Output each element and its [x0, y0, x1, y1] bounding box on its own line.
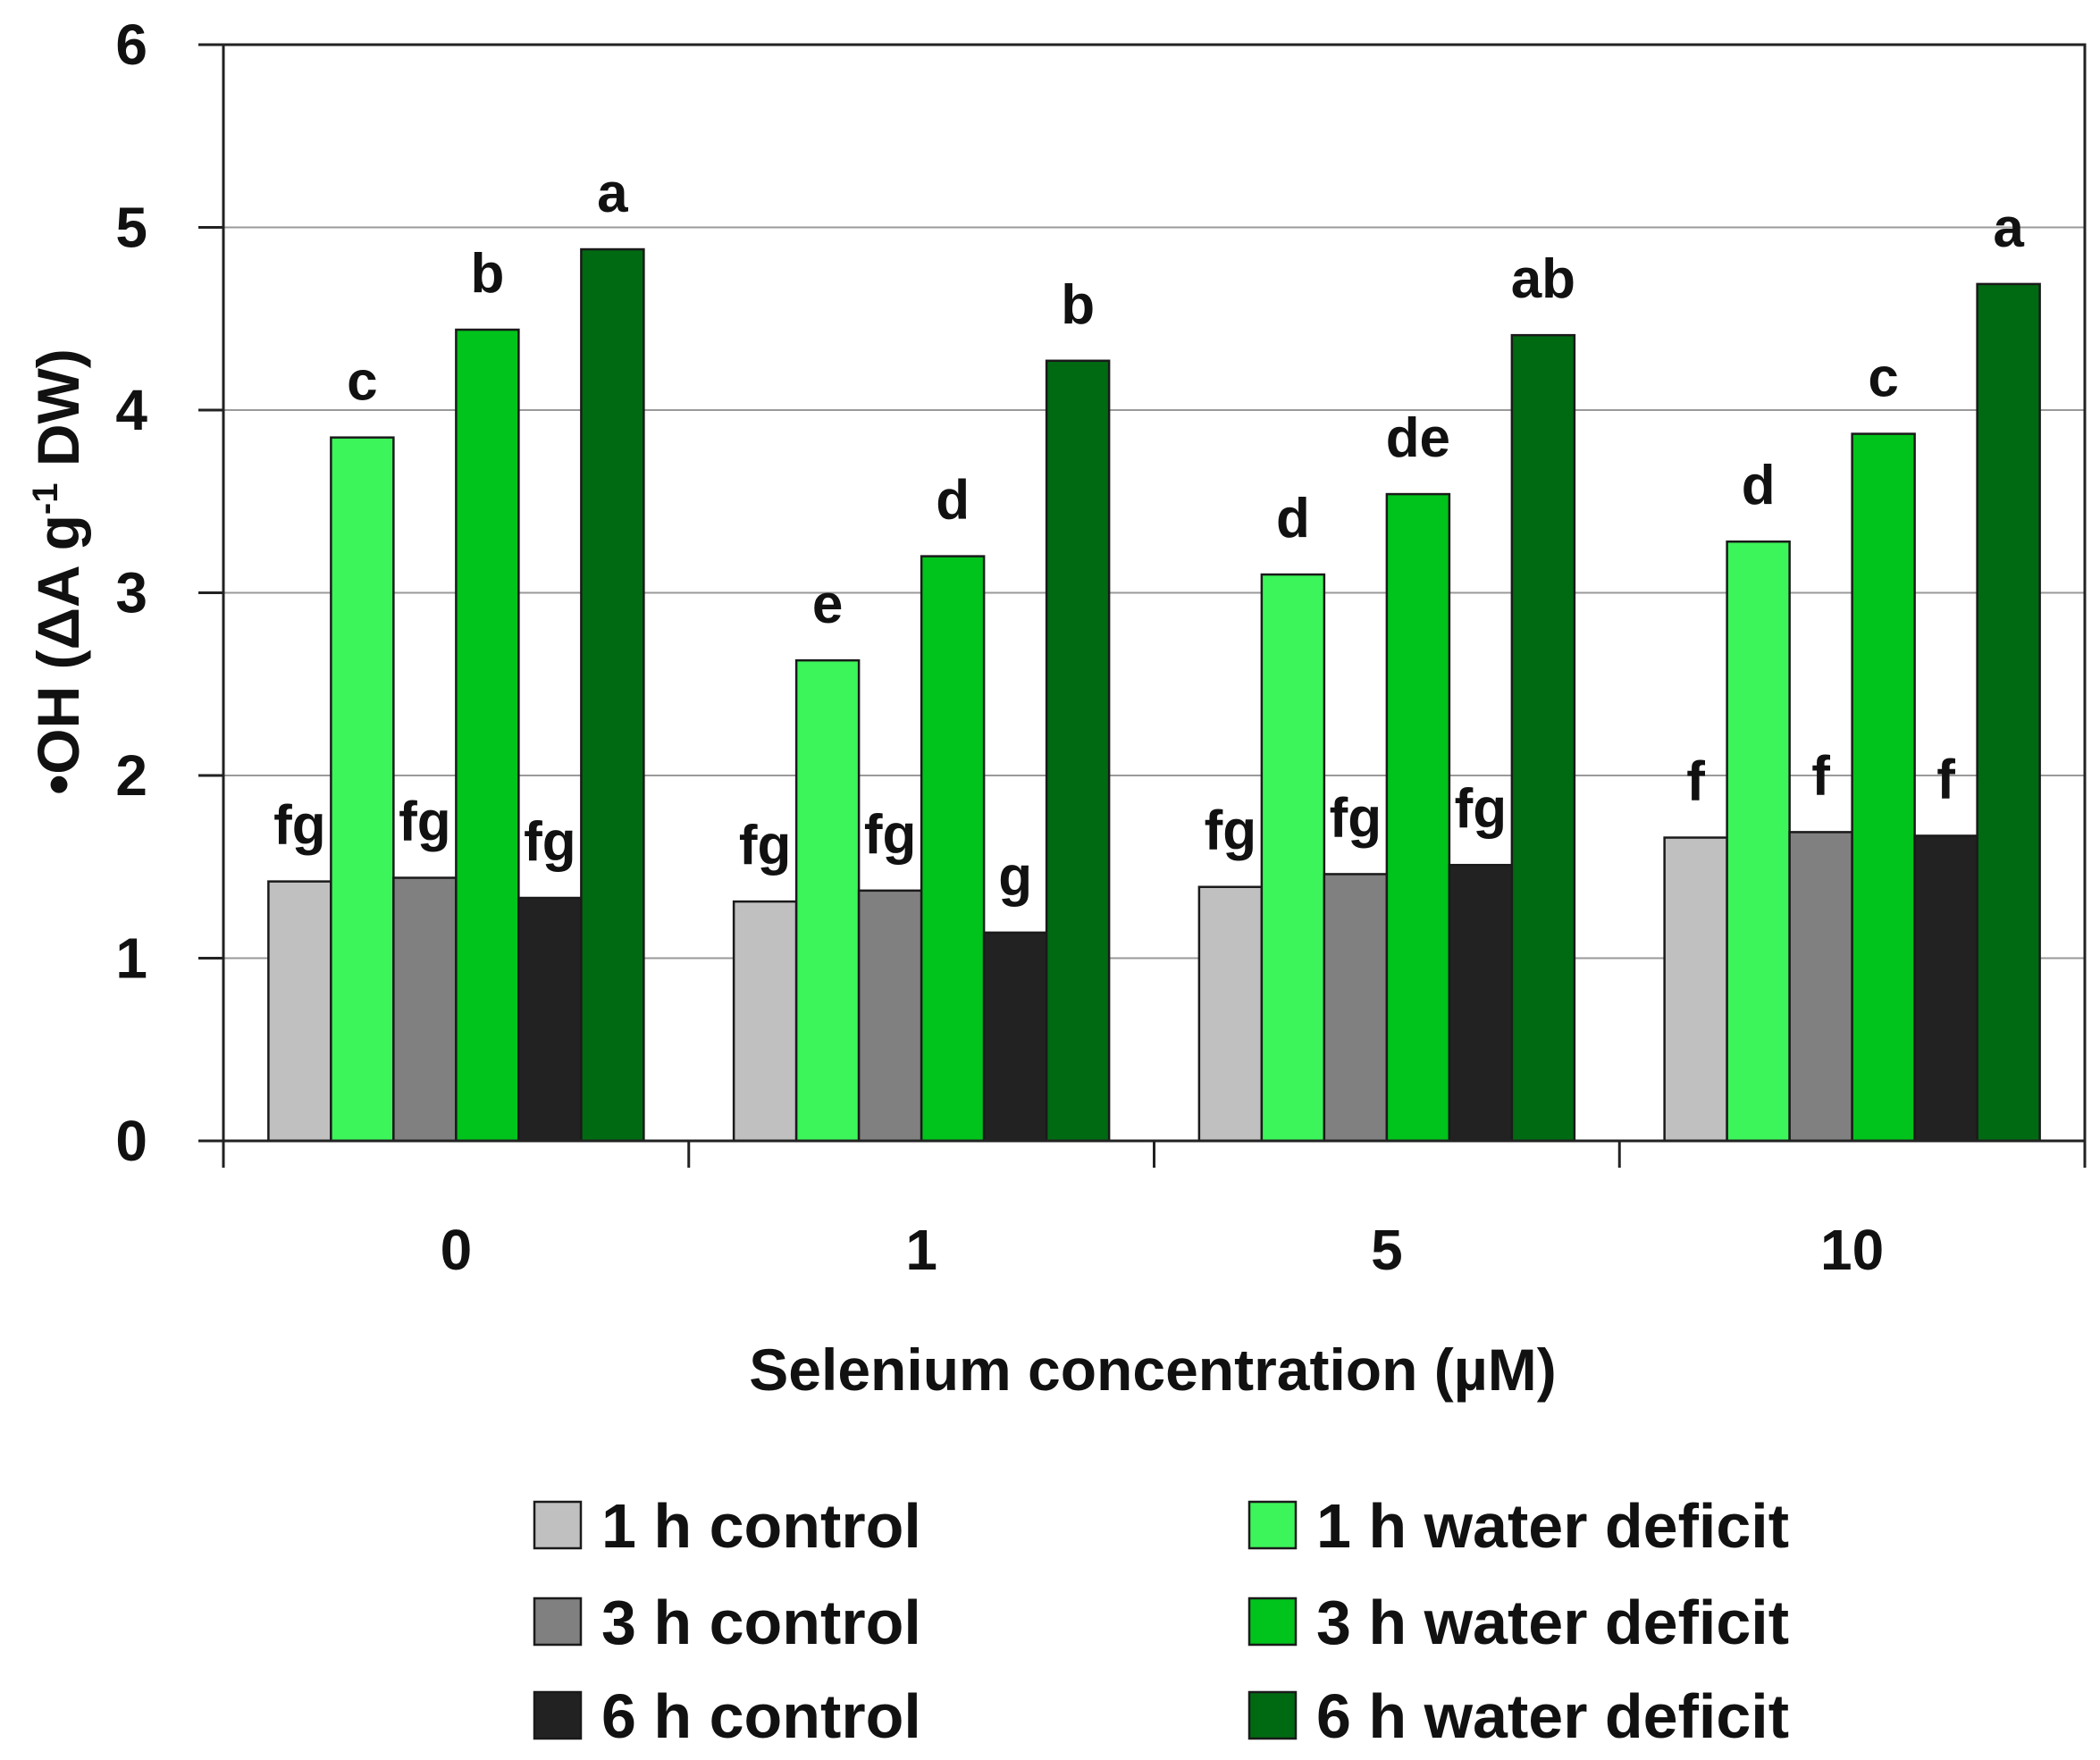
significance-label: a: [597, 163, 628, 224]
legend-swatch: [533, 1690, 583, 1740]
significance-label: fg: [273, 795, 326, 857]
bar: [580, 247, 645, 1143]
legend-label: 6 h water deficit: [1316, 1681, 1789, 1751]
bar: [392, 876, 458, 1143]
x-tick-label: 10: [1820, 1218, 1884, 1282]
bar: [1976, 282, 2041, 1143]
y-tick-labels: 0 1 2 3 4 5 6: [115, 13, 147, 1173]
legend-item: 1 h control: [533, 1491, 921, 1561]
y-tick-label: 0: [115, 1109, 147, 1173]
bar: [1788, 831, 1853, 1143]
y-tick-label: 5: [115, 196, 147, 260]
significance-label: e: [812, 574, 843, 635]
bar: [1851, 432, 1916, 1143]
x-axis-title: Selenium concentration (µM): [749, 1337, 1556, 1403]
significance-label: c: [1868, 348, 1898, 409]
bar: [1385, 492, 1451, 1143]
significance-label: c: [347, 351, 377, 413]
significance-label: a: [1993, 197, 2024, 259]
bar: [517, 896, 583, 1143]
y-axis-title-superscript: -1: [26, 482, 65, 515]
significance-label: fg: [1205, 800, 1257, 862]
axes: [198, 43, 2087, 1168]
legend-label: 3 h water deficit: [1316, 1588, 1789, 1657]
x-tick-labels: 0 1 5 10: [441, 1218, 1885, 1282]
bar: [1045, 359, 1111, 1143]
legend-item: 6 h control: [533, 1681, 921, 1751]
legend: 1 h control 1 h water deficit 3 h control 3…: [533, 1491, 1789, 1751]
legend-swatch: [533, 1597, 583, 1647]
legend-item: 3 h water deficit: [1247, 1588, 1789, 1657]
y-axis-title-main: •OH (ΔA g: [25, 515, 91, 795]
significance-label: fg: [739, 815, 792, 876]
legend-label: 3 h control: [601, 1588, 921, 1657]
significance-label: f: [1811, 745, 1830, 807]
y-tick-label: 6: [115, 13, 147, 77]
significance-label: fg: [1455, 778, 1508, 840]
significance-label: d: [1742, 455, 1776, 516]
y-tick-label: 1: [115, 926, 147, 991]
legend-label: 6 h control: [601, 1681, 921, 1751]
x-tick-label: 0: [441, 1218, 473, 1282]
significance-label: fg: [864, 804, 917, 866]
bar: [794, 658, 861, 1143]
legend-swatch: [1247, 1690, 1298, 1740]
legend-item: 6 h water deficit: [1247, 1681, 1789, 1751]
y-tick-label: 3: [115, 561, 147, 625]
bar: [920, 555, 986, 1143]
bar: [857, 889, 923, 1143]
legend-swatch: [1247, 1500, 1298, 1550]
bar: [982, 931, 1048, 1143]
significance-label: d: [936, 470, 970, 532]
y-tick-label: 4: [115, 378, 147, 442]
significance-label: f: [1686, 751, 1705, 813]
bar: [1260, 573, 1326, 1143]
legend-swatch: [533, 1500, 583, 1550]
significance-label: de: [1386, 407, 1450, 469]
legend-label: 1 h control: [601, 1491, 921, 1561]
bar: [1448, 863, 1514, 1143]
significance-label: b: [1061, 274, 1095, 336]
x-tick-label: 1: [905, 1218, 937, 1282]
y-axis-title: •OH (ΔA g-1 DW): [25, 348, 91, 795]
significance-labels: fg c fg b fg a fg e fg d g b fg d fg de fg ab f d f c f a: [273, 163, 2024, 908]
significance-label: fg: [524, 811, 576, 873]
legend-item: 1 h water deficit: [1247, 1491, 1789, 1561]
bar: [1510, 333, 1576, 1143]
significance-label: fg: [399, 792, 451, 853]
significance-label: b: [470, 243, 504, 305]
significance-label: fg: [1330, 787, 1382, 849]
y-tick-label: 2: [115, 743, 147, 808]
bar: [1726, 540, 1791, 1143]
bars: [267, 247, 2041, 1143]
legend-label: 1 h water deficit: [1316, 1491, 1789, 1561]
x-tick-label: 5: [1371, 1218, 1403, 1282]
legend-swatch: [1247, 1597, 1298, 1647]
bar: [1913, 834, 1978, 1143]
significance-label: g: [998, 846, 1032, 908]
significance-label: ab: [1511, 248, 1575, 310]
significance-label: d: [1276, 488, 1310, 549]
bar: [1197, 885, 1264, 1143]
bar: [1663, 836, 1728, 1143]
bar: [330, 436, 395, 1143]
y-axis-title-unit: DW): [25, 348, 91, 482]
bar: [267, 880, 332, 1143]
bar: [455, 328, 520, 1143]
legend-item: 3 h control: [533, 1588, 921, 1657]
bar: [732, 900, 798, 1143]
bar: [1323, 873, 1389, 1143]
significance-label: f: [1936, 749, 1955, 810]
